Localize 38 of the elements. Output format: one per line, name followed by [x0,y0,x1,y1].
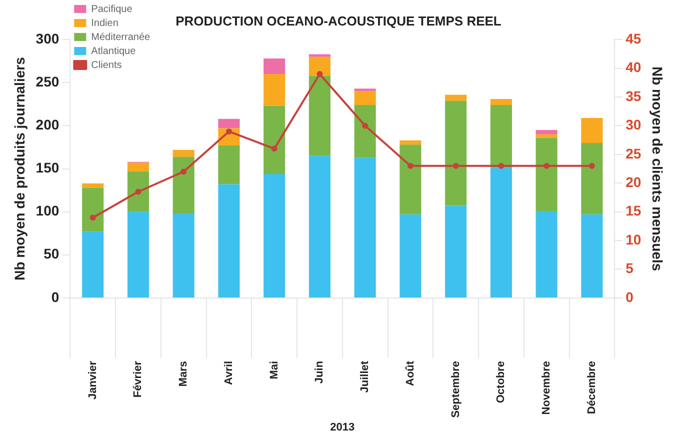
y2-tick-label: 10 [626,231,642,248]
y2-axis-title: Nb moyen de clients mensuels [650,66,666,272]
x-tick-label: Février [132,360,144,398]
chart-title: PRODUCTION OCEANO-ACOUSTIQUE TEMPS REEL [176,13,502,28]
y-tick-label: 100 [36,202,60,219]
legend-label: Pacifique [91,4,133,15]
y-tick-label: 0 [51,288,60,305]
y2-tick-label: 35 [626,88,642,104]
legend-label: Atlantique [91,46,136,57]
x-tick-label: Juin [314,360,326,384]
y-tick-label: 200 [36,116,60,133]
y2-tick-label: 5 [626,260,634,276]
y-tick-label: 150 [36,160,60,176]
x-tick-label: Mars [178,360,190,387]
y2-tick-label: 20 [626,174,642,190]
y2-tick-label: 30 [626,116,642,133]
legend-label: Clients [91,60,122,71]
y2-tick-label: 15 [626,202,642,219]
y2-tick-label: 0 [626,288,634,305]
x-tick-label: Avril [222,360,235,385]
y-tick-label: 250 [36,74,60,90]
x-tick-label: Décembre [586,360,598,414]
x-tick-label: Novembre [540,360,553,415]
legend-label: Indien [91,18,118,29]
y-tick-label: 50 [44,246,60,262]
y2-tick-label: 45 [626,30,642,46]
y-axis-title: Nb moyen de produits journaliers [11,56,28,280]
x-tick-label: Septembre [450,360,462,418]
x-tick-label: Janvier [86,360,99,400]
x-tick-label: Août [404,360,416,386]
y2-tick-label: 25 [626,145,642,162]
x-axis-title: 2013 [330,421,355,434]
x-tick-label: Octobre [495,360,508,404]
legend-label: Méditerranée [91,32,151,43]
y-tick-label: 300 [36,30,60,46]
x-tick-label: Juillet [359,360,372,393]
x-tick-label: Mai [268,360,280,380]
y2-tick-label: 40 [626,59,642,76]
